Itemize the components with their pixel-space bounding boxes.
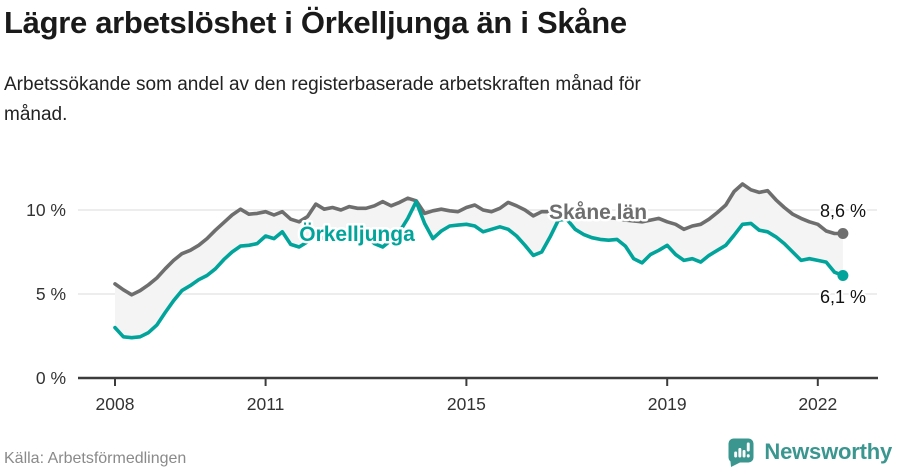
series-line-skane-lan xyxy=(113,182,845,297)
end-dot xyxy=(837,270,849,282)
newsworthy-brand: Newsworthy xyxy=(727,436,892,468)
newsworthy-logo-icon xyxy=(728,438,754,467)
chart-title: Lägre arbetslöshet i Örkelljunga än i Sk… xyxy=(4,5,627,40)
chart-subtitle: Arbetssökande som andel av den registerb… xyxy=(4,74,641,125)
x-tick-label: 2011 xyxy=(247,394,285,414)
series-label: Skåne län xyxy=(549,201,647,224)
y-tick-label: 0 % xyxy=(36,368,66,388)
x-tick-label: 2015 xyxy=(447,394,486,414)
x-tick-label: 2019 xyxy=(648,394,687,414)
line-chart: 10 % 5 % 0 % 2008 2011 2015 2019 2022 Skåne län Ö… xyxy=(26,182,878,414)
x-tick-label: 2022 xyxy=(798,394,837,414)
end-value-label: 6,1 % xyxy=(820,287,866,307)
series-line-orkelljunga xyxy=(113,199,845,340)
newsworthy-logo-text: Newsworthy xyxy=(764,439,892,464)
end-dot xyxy=(837,228,849,240)
y-tick-label: 10 % xyxy=(26,200,66,220)
x-tick-label: 2008 xyxy=(96,394,135,414)
y-tick-label: 5 % xyxy=(36,284,66,304)
end-value-label: 8,6 % xyxy=(820,201,866,221)
source-note: Källa: Arbetsförmedlingen xyxy=(4,450,187,467)
series-label: Örkelljunga xyxy=(299,223,415,246)
